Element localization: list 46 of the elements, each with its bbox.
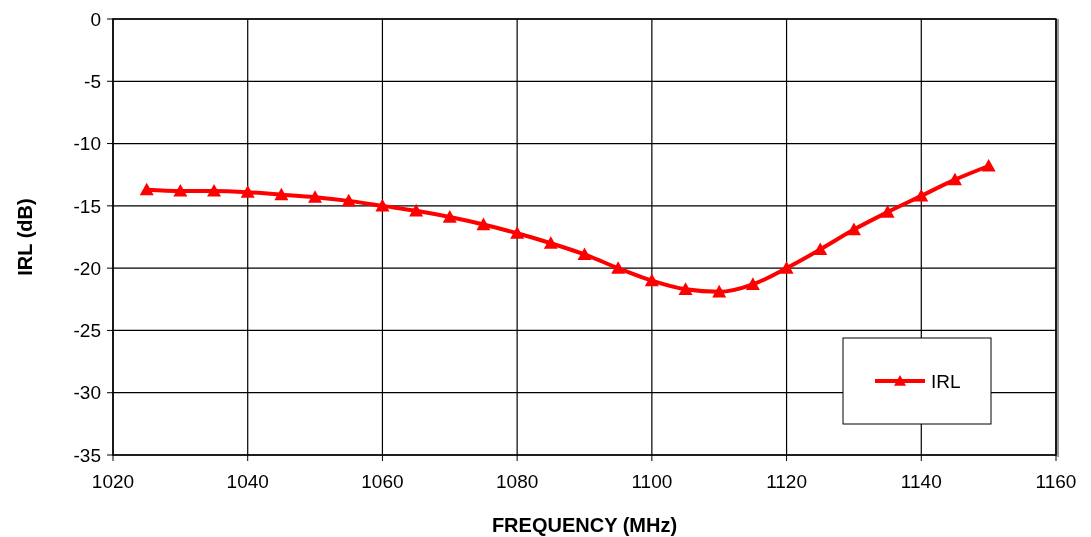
point <box>611 261 626 274</box>
y-tick-label: -30 <box>73 382 101 404</box>
point <box>240 185 255 198</box>
point <box>442 210 457 223</box>
point <box>678 282 693 295</box>
y-tick-label: -5 <box>84 70 101 92</box>
y-tick-label: -35 <box>73 444 101 466</box>
point <box>947 172 962 186</box>
x-tick-label: 1100 <box>631 471 673 492</box>
point <box>745 277 760 290</box>
point <box>813 242 828 256</box>
y-tick-label: -25 <box>73 320 101 342</box>
point <box>375 198 390 212</box>
x-tick-label: 1160 <box>1035 471 1077 492</box>
point <box>308 190 323 203</box>
point <box>341 193 356 207</box>
x-tick-label: 1080 <box>496 471 539 492</box>
x-tick-label: 1020 <box>91 471 135 492</box>
y-tick-label: -20 <box>73 257 101 279</box>
point <box>139 182 154 196</box>
y-axis-title: IRL (dB) <box>14 198 36 276</box>
point <box>207 183 222 197</box>
y-tick-label: 0 <box>90 8 101 30</box>
point <box>779 261 794 274</box>
x-axis-title: FREQUENCY (MHz) <box>491 514 678 536</box>
x-tick-label: 1060 <box>361 471 404 492</box>
point <box>846 222 861 236</box>
legend: IRL <box>842 337 992 425</box>
point <box>274 187 289 201</box>
point <box>173 183 188 197</box>
y-tick-label: -15 <box>73 195 101 217</box>
point <box>543 236 558 249</box>
x-tick-label: 1040 <box>226 471 269 492</box>
point <box>712 284 727 298</box>
x-tick-label: 1120 <box>766 471 807 492</box>
point <box>476 217 491 231</box>
legend-label: IRL <box>931 370 961 392</box>
point <box>409 203 424 217</box>
point <box>510 226 525 239</box>
x-tick-label: 1140 <box>900 471 942 492</box>
point <box>981 158 996 172</box>
point <box>914 188 929 202</box>
point <box>880 205 895 218</box>
point <box>644 273 659 287</box>
y-tick-label: -10 <box>73 133 101 155</box>
point <box>577 247 592 261</box>
